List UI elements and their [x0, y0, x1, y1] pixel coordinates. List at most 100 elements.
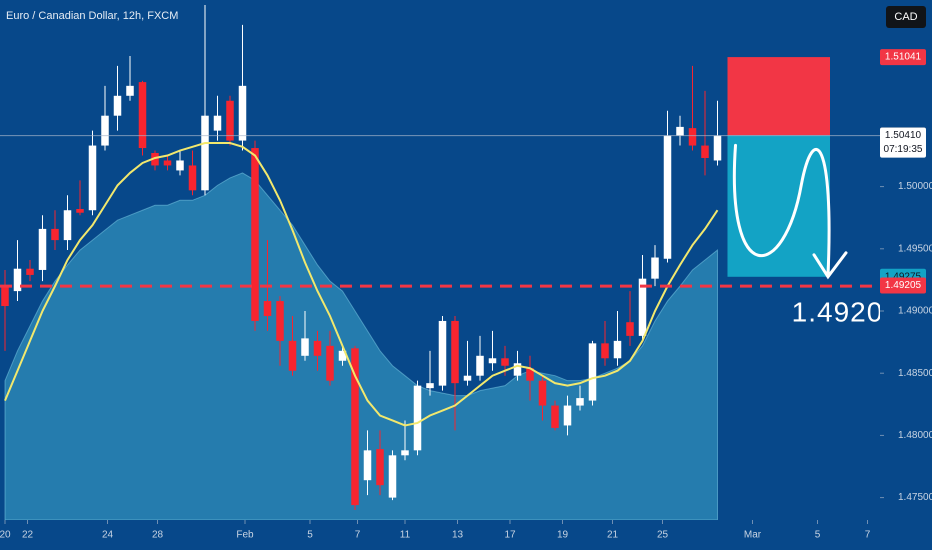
x-tick-label: 7: [865, 530, 871, 541]
x-tick-label: 5: [307, 530, 313, 541]
price-tag-label: 1.49205: [885, 280, 922, 291]
candle-body: [76, 208, 84, 213]
x-tick-label: 25: [657, 530, 669, 541]
candle-body: [26, 268, 34, 275]
target-label: 1.4920: [792, 297, 884, 328]
candle-body: [563, 405, 572, 426]
candle-body: [663, 135, 672, 259]
candle-body: [1, 286, 9, 307]
price-tag: [880, 127, 926, 158]
candle-body: [288, 340, 297, 371]
candle-body: [401, 450, 409, 456]
candle-body: [13, 268, 22, 292]
y-tick-label: 1.47500: [898, 492, 932, 503]
y-tick-label: 1.48000: [898, 430, 932, 441]
candle-body: [38, 228, 47, 270]
candle-body: [476, 355, 484, 376]
x-tick-label: 20: [0, 530, 11, 541]
candle-body: [226, 100, 234, 141]
x-tick-label: 21: [607, 530, 619, 541]
candle-body: [276, 301, 284, 341]
stop-zone: [727, 57, 830, 136]
candle-body: [501, 358, 509, 366]
x-tick-label: 28: [152, 530, 164, 541]
candle-body: [363, 450, 372, 481]
candle-body: [326, 345, 334, 381]
price-tag-label: 1.50410: [885, 130, 922, 141]
y-tick-label: 1.50000: [898, 181, 932, 192]
area: [4, 172, 718, 520]
candle-body: [651, 257, 659, 279]
candle-body: [638, 278, 647, 336]
x-tick-label: 13: [452, 530, 464, 541]
candle-body: [251, 148, 259, 321]
axes: 1.47500 1.48000 1.48500 1.49000 1.49500 1.500…: [0, 6, 932, 541]
currency-label: CAD: [894, 11, 917, 23]
candle-body: [538, 380, 547, 406]
x-tick-label: 7: [355, 530, 361, 541]
plot-area: 1.4920: [0, 4, 884, 520]
candle-body: [713, 135, 722, 161]
candle-body: [376, 449, 384, 486]
candle-body: [188, 165, 197, 191]
candle-body: [213, 115, 222, 131]
candle-body: [51, 228, 59, 241]
candle-body: [151, 153, 159, 166]
price-tag: [880, 49, 926, 66]
forecast-arrow: [732, 143, 848, 280]
x-tick-label: Feb: [236, 530, 254, 541]
candle-body: [238, 85, 247, 141]
candle-body: [388, 455, 397, 498]
candle-body: [463, 375, 472, 381]
y-tick-label: 1.49500: [898, 243, 932, 254]
price-tag-label: 1.49275: [885, 271, 922, 282]
x-tick-label: 24: [102, 530, 114, 541]
target-zone: [727, 135, 830, 277]
candle-body: [138, 82, 147, 149]
candle-body: [113, 95, 122, 116]
candle-body: [413, 385, 422, 451]
candle-body: [163, 160, 172, 166]
candle-body: [613, 340, 622, 359]
candle-body: [301, 338, 309, 356]
candle-body: [63, 210, 72, 241]
price-tag-label: 1.51041: [885, 52, 922, 63]
candle-body: [551, 405, 559, 428]
candle-body: [88, 145, 97, 211]
price-tag: [880, 277, 926, 294]
moving-average-line: [4, 142, 719, 427]
candle-body: [526, 368, 534, 381]
candle-body: [588, 343, 597, 401]
candle-body: [576, 398, 584, 406]
y-tick-label: 1.48500: [898, 368, 932, 379]
x-tick-label: 19: [557, 530, 569, 541]
x-tick-label: 22: [22, 530, 34, 541]
countdown: 07:19:35: [884, 144, 923, 155]
candle-body: [451, 320, 459, 384]
candle-body: [513, 363, 522, 376]
candle-body: [313, 340, 322, 356]
y-tick-label: 1.49000: [898, 306, 932, 317]
candle-body: [626, 322, 634, 336]
candle-body: [426, 383, 434, 389]
x-tick-label: 17: [504, 530, 516, 541]
candle-body: [201, 115, 209, 191]
x-tick-label: Mar: [744, 530, 762, 541]
candle-body: [263, 301, 272, 316]
candle-body: [688, 128, 697, 146]
candle-body: [338, 350, 347, 361]
chart-title: Euro / Canadian Dollar, 12h, FXCM: [6, 10, 178, 22]
candle-body: [101, 115, 109, 146]
candle-body: [351, 348, 359, 506]
candle-body: [126, 85, 134, 96]
candle-body: [176, 160, 184, 171]
x-tick-label: 11: [400, 530, 411, 541]
currency-box: [886, 6, 926, 28]
candle-body: [438, 320, 447, 386]
candle-body: [676, 126, 684, 136]
candle-body: [701, 145, 709, 158]
x-tick-label: 5: [815, 530, 821, 541]
candle-body: [601, 343, 609, 359]
